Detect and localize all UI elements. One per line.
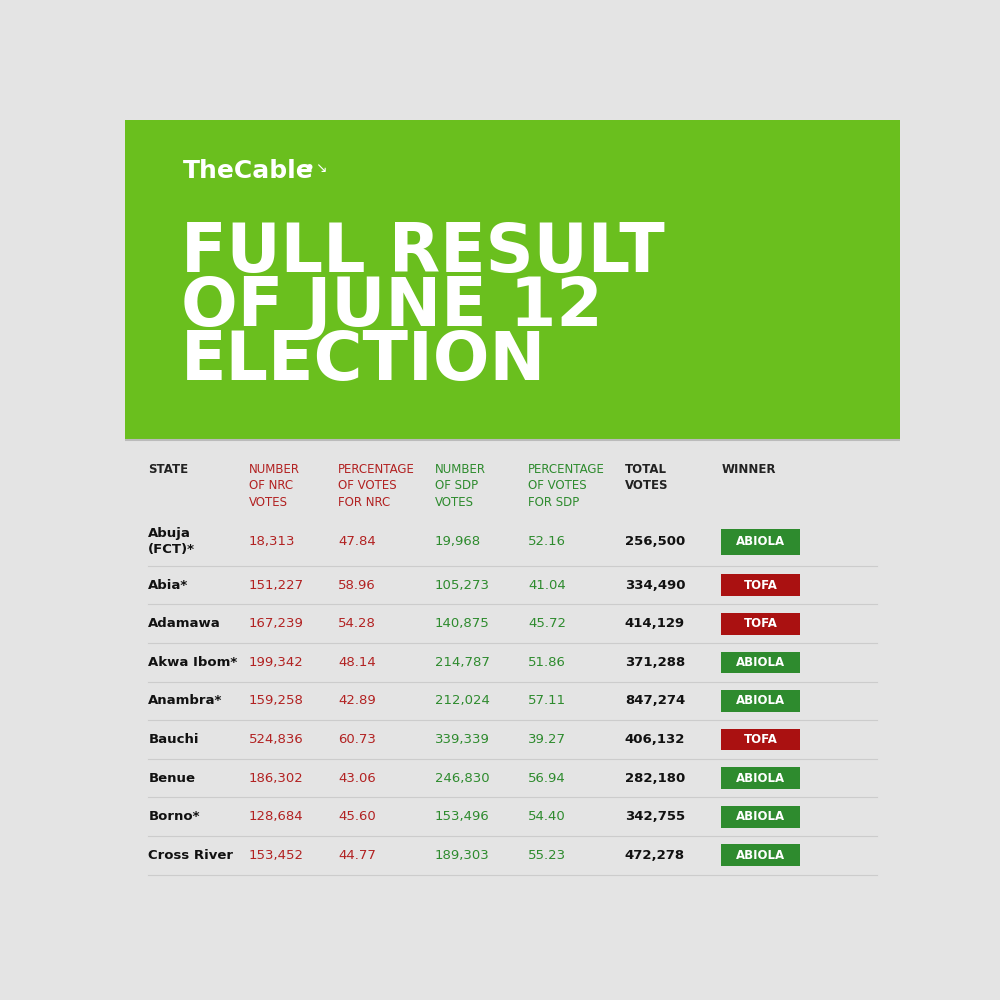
Text: 847,274: 847,274 [625,694,685,707]
Text: 199,342: 199,342 [249,656,304,669]
Text: 18,313: 18,313 [249,535,296,548]
Text: STATE: STATE [148,463,188,476]
Text: 39.27: 39.27 [528,733,566,746]
Text: 339,339: 339,339 [435,733,490,746]
Text: 58.96: 58.96 [338,579,376,592]
Text: 282,180: 282,180 [625,772,685,785]
Text: 43.06: 43.06 [338,772,376,785]
Text: 19,968: 19,968 [435,535,481,548]
Text: 151,227: 151,227 [249,579,304,592]
Text: 472,278: 472,278 [625,849,685,862]
Text: FULL RESULT: FULL RESULT [181,220,665,286]
Text: 44.77: 44.77 [338,849,376,862]
Text: PERCENTAGE
OF VOTES
FOR NRC: PERCENTAGE OF VOTES FOR NRC [338,463,415,509]
Text: 52.16: 52.16 [528,535,566,548]
Text: 334,490: 334,490 [625,579,685,592]
Text: 45.72: 45.72 [528,617,566,630]
Text: NUMBER
OF SDP
VOTES: NUMBER OF SDP VOTES [435,463,486,509]
Text: 105,273: 105,273 [435,579,490,592]
FancyBboxPatch shape [721,613,800,635]
FancyBboxPatch shape [721,767,800,789]
Text: Anambra*: Anambra* [148,694,223,707]
Text: 212,024: 212,024 [435,694,490,707]
Text: ABIOLA: ABIOLA [736,810,785,823]
Text: Adamawa: Adamawa [148,617,221,630]
Text: ABIOLA: ABIOLA [736,656,785,669]
Text: TOFA: TOFA [744,579,777,592]
Text: •: • [303,158,315,178]
Text: TOTAL
VOTES: TOTAL VOTES [625,463,668,492]
Text: 153,496: 153,496 [435,810,490,823]
Text: 57.11: 57.11 [528,694,566,707]
Text: 45.60: 45.60 [338,810,376,823]
Text: ABIOLA: ABIOLA [736,694,785,707]
Text: OF JUNE 12: OF JUNE 12 [181,274,602,340]
Text: 140,875: 140,875 [435,617,490,630]
Text: TOFA: TOFA [744,617,777,630]
Text: 51.86: 51.86 [528,656,566,669]
Text: 47.84: 47.84 [338,535,376,548]
Text: 189,303: 189,303 [435,849,490,862]
Text: ABIOLA: ABIOLA [736,849,785,862]
Text: TheCable: TheCable [183,158,314,182]
Bar [125,440,900,890]
Text: 414,129: 414,129 [625,617,685,630]
Text: NUMBER
OF NRC
VOTES: NUMBER OF NRC VOTES [249,463,300,509]
Text: Akwa Ibom*: Akwa Ibom* [148,656,238,669]
Text: 524,836: 524,836 [249,733,304,746]
FancyBboxPatch shape [721,806,800,828]
Text: WINNER: WINNER [722,463,776,476]
Bar [125,120,900,440]
Text: ABIOLA: ABIOLA [736,772,785,785]
Text: Borno*: Borno* [148,810,200,823]
FancyBboxPatch shape [721,652,800,673]
Text: 186,302: 186,302 [249,772,304,785]
Text: 54.28: 54.28 [338,617,376,630]
Text: 406,132: 406,132 [625,733,685,746]
Text: 60.73: 60.73 [338,733,376,746]
FancyBboxPatch shape [721,529,800,555]
Text: 246,830: 246,830 [435,772,490,785]
Text: 256,500: 256,500 [625,535,685,548]
Text: 55.23: 55.23 [528,849,566,862]
Text: 41.04: 41.04 [528,579,566,592]
Text: Abia*: Abia* [148,579,188,592]
Text: 56.94: 56.94 [528,772,566,785]
Text: 214,787: 214,787 [435,656,490,669]
Text: PERCENTAGE
OF VOTES
FOR SDP: PERCENTAGE OF VOTES FOR SDP [528,463,605,509]
FancyBboxPatch shape [721,729,800,750]
Text: Benue: Benue [148,772,195,785]
Text: 128,684: 128,684 [249,810,304,823]
Text: TOFA: TOFA [744,733,777,746]
FancyBboxPatch shape [721,844,800,866]
FancyBboxPatch shape [721,574,800,596]
Text: 153,452: 153,452 [249,849,304,862]
Text: 371,288: 371,288 [625,656,685,669]
Text: Bauchi: Bauchi [148,733,199,746]
FancyBboxPatch shape [721,690,800,712]
Text: 342,755: 342,755 [625,810,685,823]
Text: 54.40: 54.40 [528,810,566,823]
Text: 42.89: 42.89 [338,694,376,707]
Text: 159,258: 159,258 [249,694,304,707]
Text: 48.14: 48.14 [338,656,376,669]
Text: ELECTION: ELECTION [181,328,546,394]
Text: ↘: ↘ [315,161,326,175]
Text: 167,239: 167,239 [249,617,304,630]
Text: ABIOLA: ABIOLA [736,535,785,548]
Text: Cross River: Cross River [148,849,233,862]
Text: Abuja
(FCT)*: Abuja (FCT)* [148,527,195,556]
